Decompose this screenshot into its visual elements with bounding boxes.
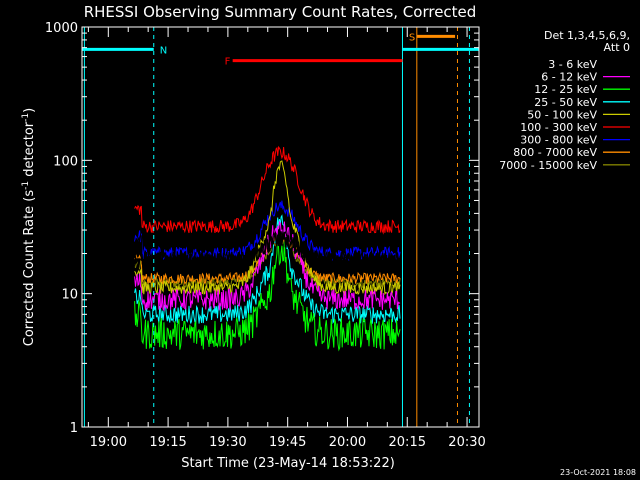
legend-label: 25 - 50 keV [534, 96, 597, 109]
legend-label: 3 - 6 keV [548, 58, 597, 71]
y-tick-label: 1000 [45, 21, 78, 36]
flag-label: N [160, 45, 167, 56]
series-line [134, 235, 401, 352]
legend-label: 100 - 300 keV [520, 121, 597, 134]
y-axis-label-part1: Corrected Count Rate (s [22, 190, 37, 347]
x-tick-label: 20:00 [329, 435, 366, 450]
series-line [134, 160, 401, 297]
y-tick-label: 100 [53, 154, 78, 169]
y-axis-label-sup2: -1 [21, 113, 31, 122]
chart-title: RHESSI Observing Summary Count Rates, Co… [84, 3, 477, 21]
plot-frame [81, 26, 480, 428]
y-axis: 1 10 100 1000 [45, 21, 479, 436]
footer-date: 23-Oct-2021 18:08 [560, 468, 636, 477]
flag-label: F [225, 57, 231, 68]
x-tick-label: 19:45 [269, 435, 306, 450]
series-line-3-6kev [134, 231, 401, 269]
legend-label: 800 - 7000 keV [513, 146, 597, 159]
legend-header-detectors: Det 1,3,4,5,6,9, [544, 29, 630, 42]
series-line [134, 200, 401, 262]
legend-label: 6 - 12 keV [541, 71, 597, 84]
legend-label: 50 - 100 keV [527, 108, 597, 121]
x-tick-label: 20:30 [448, 435, 485, 450]
x-axis: 19:00 19:15 19:30 19:45 20:00 20:15 20:30 [87, 27, 486, 450]
legend-label: 7000 - 15000 keV [499, 159, 597, 172]
y-axis-label-part2: detector [22, 121, 37, 181]
plot-area: N F S [82, 27, 479, 427]
x-tick-label: 19:00 [90, 435, 127, 450]
flag-label: S [409, 32, 415, 43]
y-axis-label-sup1: -1 [21, 181, 31, 190]
series-line [134, 214, 401, 325]
x-tick-label: 20:15 [389, 435, 426, 450]
y-tick-label: 10 [61, 288, 78, 303]
legend-header-attenuator: Att 0 [604, 41, 630, 54]
legend-label: 12 - 25 keV [534, 83, 597, 96]
legend-label: 300 - 800 keV [520, 134, 597, 147]
x-tick-label: 19:30 [209, 435, 246, 450]
x-axis-label: Start Time (23-May-14 18:53:22) [181, 456, 395, 471]
x-tick-label: 19:15 [149, 435, 186, 450]
series-line [134, 145, 401, 235]
y-axis-label-part3: ) [22, 108, 37, 113]
y-tick-label: 1 [70, 421, 78, 436]
y-axis-label: Corrected Count Rate (s-1 detector-1) [21, 108, 37, 346]
